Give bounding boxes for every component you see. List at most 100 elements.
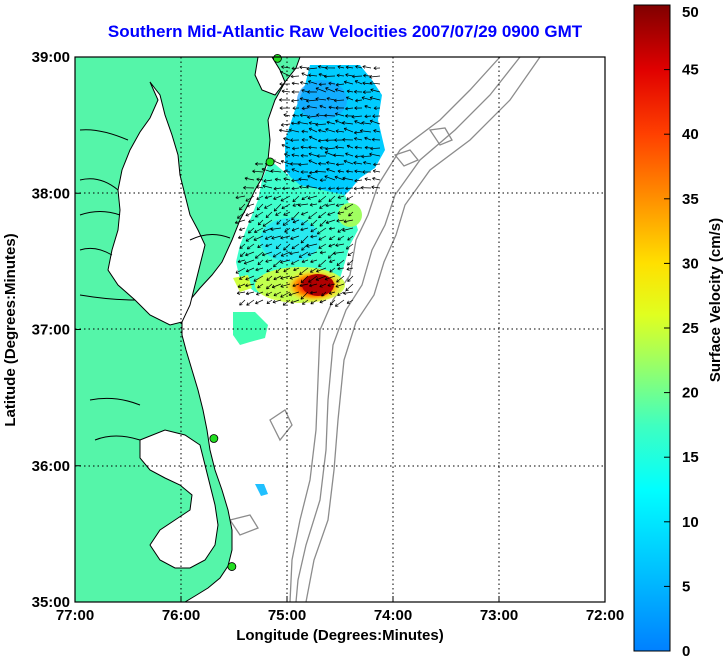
- velocity-arrow: [348, 211, 354, 217]
- velocity-arrow: [370, 146, 381, 151]
- x-axis-ticks: 77:00 76:00 75:00 74:00 73:00 72:00: [56, 596, 624, 624]
- velocity-arrow: [308, 159, 318, 165]
- velocity-arrow: [284, 227, 291, 233]
- y-tick-label: 39:00: [32, 49, 70, 66]
- velocity-arrow: [245, 211, 255, 217]
- velocity-arrow: [335, 243, 345, 247]
- velocity-arrow: [254, 227, 264, 233]
- velocity-arrow: [346, 169, 354, 174]
- velocity-arrow: [341, 121, 354, 125]
- velocity-arrow: [239, 251, 246, 257]
- velocity-arrow: [345, 114, 354, 118]
- velocity-arrow: [314, 169, 327, 174]
- velocity-arrow: [310, 299, 318, 305]
- y-axis-label: Latitude (Degrees:Minutes): [2, 233, 19, 426]
- velocity-arrow: [343, 80, 354, 85]
- velocity-arrow: [310, 227, 318, 233]
- velocity-arrow: [335, 106, 345, 110]
- velocity-arrow: [318, 259, 327, 268]
- x-axis-label: Longitude (Degrees:Minutes): [236, 627, 444, 644]
- velocity-arrow: [266, 299, 273, 304]
- velocity-arrow: [321, 291, 327, 297]
- velocity-arrow: [281, 65, 291, 69]
- velocity-arrow: [301, 106, 309, 111]
- velocity-arrow: [335, 129, 345, 133]
- velocity-arrow: [246, 203, 255, 208]
- x-tick-label: 72:00: [586, 607, 624, 624]
- velocity-arrow: [335, 145, 345, 150]
- velocity-arrow: [291, 81, 300, 86]
- map-gridlines: [75, 57, 605, 602]
- velocity-arrow: [346, 89, 354, 94]
- velocity-arrow: [334, 175, 345, 181]
- velocity-arrow: [310, 219, 318, 227]
- velocity-arrow: [369, 152, 381, 157]
- velocity-arrow: [298, 251, 309, 258]
- velocity-arrow: [354, 145, 363, 150]
- y-tick-label: 35:00: [32, 594, 70, 611]
- velocity-arrow: [364, 177, 372, 181]
- velocity-arrow: [271, 283, 282, 289]
- velocity-arrow: [300, 145, 309, 150]
- velocity-arrow: [319, 299, 327, 304]
- velocity-arrow: [307, 175, 318, 181]
- velocity-arrow: [299, 185, 309, 189]
- velocity-arrow: [316, 154, 327, 158]
- velocity-arrow: [343, 127, 354, 133]
- velocity-arrow: [307, 115, 318, 119]
- velocity-arrow: [318, 195, 327, 203]
- velocity-arrow: [346, 195, 354, 201]
- velocity-arrow: [291, 168, 300, 173]
- velocity-arrow: [345, 96, 354, 101]
- velocity-arrow: [234, 219, 246, 225]
- velocity-arrow: [326, 96, 336, 101]
- velocity-arrow: [270, 227, 282, 232]
- velocity-arrow: [308, 275, 318, 283]
- velocity-arrow: [353, 161, 363, 165]
- velocity-arrow: [307, 80, 318, 85]
- velocity-arrow: [291, 153, 300, 157]
- velocity-arrow: [284, 152, 291, 157]
- velocity-arrow: [299, 65, 309, 70]
- velocity-arrow: [324, 113, 336, 118]
- velocity-arrow: [278, 128, 291, 133]
- radar-stations: [209, 53, 282, 571]
- velocity-arrow: [237, 259, 246, 264]
- velocity-arrow: [298, 162, 309, 167]
- velocity-arrow: [372, 114, 381, 119]
- velocity-arrow: [291, 178, 300, 183]
- velocity-arrow: [318, 243, 327, 249]
- velocity-arrow: [243, 259, 255, 265]
- velocity-arrow: [257, 219, 264, 226]
- velocity-arrow: [245, 275, 255, 281]
- velocity-arrow: [323, 74, 336, 79]
- velocity-arrow: [291, 227, 300, 232]
- velocity-arrow: [319, 203, 327, 209]
- velocity-arrow: [239, 203, 246, 211]
- y-tick-label: 36:00: [32, 458, 70, 475]
- velocity-arrow: [319, 219, 327, 227]
- velocity-arrow: [237, 283, 246, 288]
- velocity-field: [233, 65, 385, 496]
- velocity-arrow: [336, 186, 345, 191]
- velocity-arrow: [315, 122, 327, 127]
- velocity-arrow: [345, 243, 354, 250]
- velocity-arrow: [371, 137, 381, 142]
- velocity-arrow: [238, 275, 246, 280]
- velocity-arrow: [318, 161, 327, 166]
- velocity-arrow: [353, 186, 363, 191]
- velocity-arrow: [308, 121, 318, 125]
- velocity-arrow: [301, 72, 309, 77]
- velocity-arrow: [363, 160, 372, 165]
- velocity-arrow: [326, 160, 336, 165]
- velocity-arrow: [325, 87, 336, 93]
- velocity-arrow: [334, 299, 345, 307]
- velocity-arrow: [347, 251, 354, 257]
- velocity-arrow: [337, 195, 345, 199]
- velocity-arrow: [235, 267, 246, 274]
- velocity-arrow: [308, 127, 318, 133]
- velocity-arrow: [275, 243, 282, 250]
- velocity-arrow: [261, 167, 273, 173]
- velocity-arrow: [364, 114, 372, 119]
- velocity-arrow: [336, 259, 345, 267]
